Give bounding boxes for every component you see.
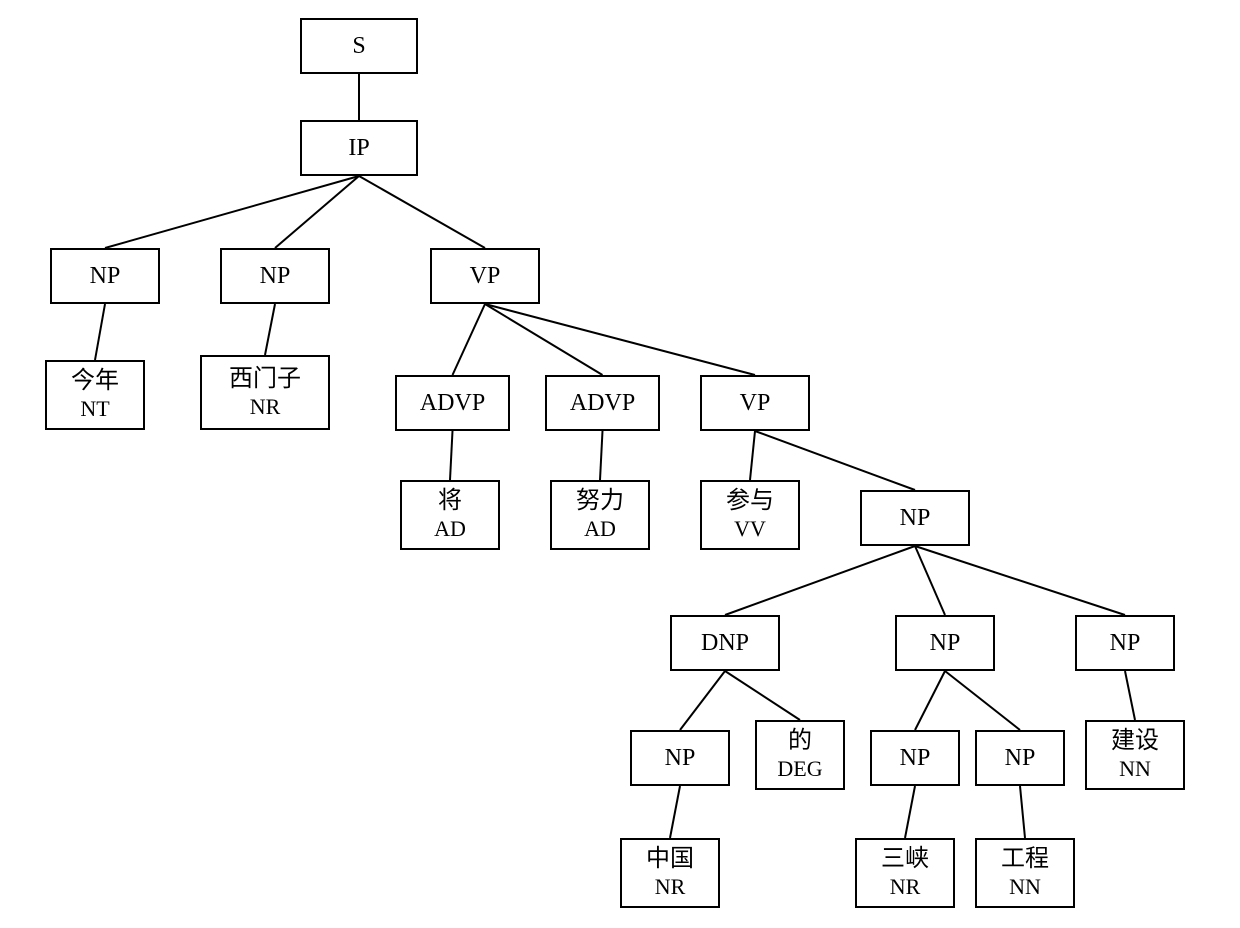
node-sublabel: NN — [1119, 756, 1151, 782]
edge-VP2-L_VV — [750, 431, 755, 480]
edge-NP3-NP4 — [915, 546, 945, 615]
edge-DNP-NP6 — [680, 671, 725, 730]
tree-node-IP: IP — [300, 120, 418, 176]
tree-node-VP1: VP — [430, 248, 540, 304]
tree-node-NP4: NP — [895, 615, 995, 671]
edge-IP-VP1 — [359, 176, 485, 248]
tree-node-L_NR3: 三峡NR — [855, 838, 955, 908]
edge-NP7-L_NR3 — [905, 786, 915, 838]
tree-node-NP3: NP — [860, 490, 970, 546]
edge-VP1-ADVP1 — [453, 304, 486, 375]
node-sublabel: NR — [890, 874, 921, 900]
tree-node-DNP: DNP — [670, 615, 780, 671]
tree-node-L_NR2: 中国NR — [620, 838, 720, 908]
node-label: 今年 — [71, 367, 119, 396]
node-label: NP — [90, 262, 121, 291]
tree-node-VP2: VP — [700, 375, 810, 431]
tree-node-L_NT: 今年NT — [45, 360, 145, 430]
node-label: NP — [260, 262, 291, 291]
node-label: S — [352, 32, 365, 61]
edge-NP1-L_NT — [95, 304, 105, 360]
node-label: 中国 — [646, 845, 694, 874]
edge-NP4-NP8 — [945, 671, 1020, 730]
tree-node-L_NR1: 西门子NR — [200, 355, 330, 430]
node-sublabel: NT — [80, 396, 109, 422]
node-label: DNP — [701, 629, 749, 658]
tree-node-ADVP2: ADVP — [545, 375, 660, 431]
node-label: 的 — [788, 727, 812, 756]
node-label: NP — [1005, 744, 1036, 773]
tree-node-NP1: NP — [50, 248, 160, 304]
node-label: NP — [900, 504, 931, 533]
tree-node-ADVP1: ADVP — [395, 375, 510, 431]
node-label: 参与 — [726, 487, 774, 516]
tree-node-L_NN1: 工程NN — [975, 838, 1075, 908]
tree-node-L_NN2: 建设NN — [1085, 720, 1185, 790]
edge-DNP-L_DEG — [725, 671, 800, 720]
tree-node-NP8: NP — [975, 730, 1065, 786]
node-label: ADVP — [420, 389, 485, 418]
node-label: ADVP — [570, 389, 635, 418]
node-label: 建设 — [1111, 727, 1159, 756]
edge-NP8-L_NN1 — [1020, 786, 1025, 838]
node-sublabel: NN — [1009, 874, 1041, 900]
tree-node-S: S — [300, 18, 418, 74]
tree-node-NP6: NP — [630, 730, 730, 786]
tree-node-NP5: NP — [1075, 615, 1175, 671]
node-sublabel: DEG — [777, 756, 822, 782]
tree-node-L_DEG: 的DEG — [755, 720, 845, 790]
edge-NP2-L_NR1 — [265, 304, 275, 355]
edge-NP3-DNP — [725, 546, 915, 615]
node-label: 三峡 — [881, 845, 929, 874]
edge-ADVP2-L_AD2 — [600, 431, 603, 480]
edge-NP5-L_NN2 — [1125, 671, 1135, 720]
tree-node-L_AD2: 努力AD — [550, 480, 650, 550]
node-label: VP — [470, 262, 501, 291]
node-label: NP — [900, 744, 931, 773]
node-label: 工程 — [1001, 845, 1049, 874]
node-label: VP — [740, 389, 771, 418]
edge-VP1-ADVP2 — [485, 304, 603, 375]
node-sublabel: VV — [734, 516, 766, 542]
edge-VP1-VP2 — [485, 304, 755, 375]
edge-ADVP1-L_AD1 — [450, 431, 453, 480]
tree-node-L_AD1: 将AD — [400, 480, 500, 550]
node-sublabel: AD — [584, 516, 616, 542]
node-label: NP — [665, 744, 696, 773]
edge-IP-NP2 — [275, 176, 359, 248]
node-label: 西门子 — [229, 365, 301, 394]
node-sublabel: NR — [655, 874, 686, 900]
edge-NP4-NP7 — [915, 671, 945, 730]
edge-IP-NP1 — [105, 176, 359, 248]
node-label: 将 — [438, 487, 462, 516]
tree-node-NP2: NP — [220, 248, 330, 304]
tree-edges — [0, 0, 1240, 928]
edge-NP3-NP5 — [915, 546, 1125, 615]
node-sublabel: AD — [434, 516, 466, 542]
node-label: 努力 — [576, 487, 624, 516]
node-label: IP — [348, 134, 369, 163]
tree-node-NP7: NP — [870, 730, 960, 786]
node-sublabel: NR — [250, 394, 281, 420]
node-label: NP — [1110, 629, 1141, 658]
node-label: NP — [930, 629, 961, 658]
edge-NP6-L_NR2 — [670, 786, 680, 838]
tree-node-L_VV: 参与VV — [700, 480, 800, 550]
